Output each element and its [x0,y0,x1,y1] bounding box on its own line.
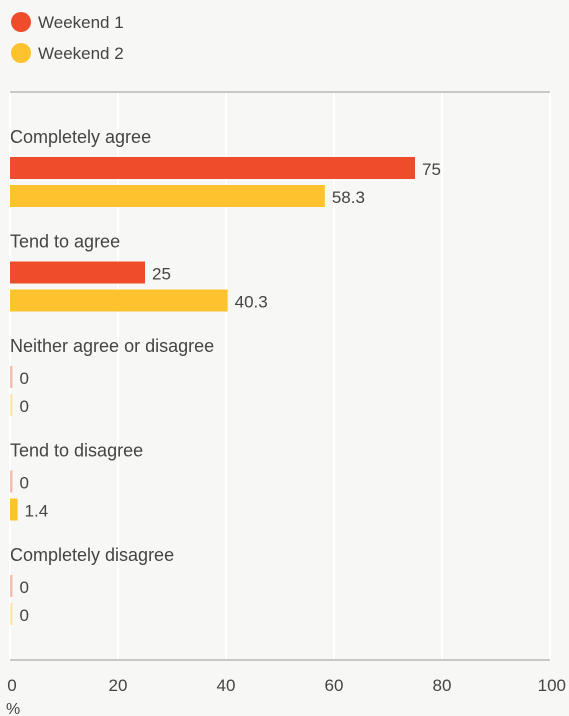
category-label: Completely disagree [10,545,174,565]
bar [10,185,325,207]
legend-label: Weekend 1 [38,13,124,32]
category-label: Tend to disagree [10,441,143,461]
data-label: 1.4 [25,502,49,521]
x-tick-label: 100 [538,676,566,695]
bars: Completely agree 75 58.3 Tend to agree 25 40.… [10,127,441,625]
x-tick-label: 0 [7,676,16,695]
bar [10,575,13,597]
legend-label: Weekend 2 [38,44,124,63]
legend-swatch [11,43,31,63]
data-label: 0 [20,369,29,388]
data-label: 0 [20,474,29,493]
data-label: 58.3 [332,188,365,207]
bar [10,157,415,179]
x-axis-ticks: 0 20 40 60 80 100 [7,676,566,695]
x-tick-label: 20 [109,676,128,695]
data-label: 0 [20,578,29,597]
data-label: 25 [152,265,171,284]
x-tick-label: 40 [217,676,236,695]
bar [10,366,13,388]
data-label: 0 [20,606,29,625]
bar [10,498,18,521]
category-label: Neither agree or disagree [10,336,214,356]
x-tick-label: 80 [433,676,452,695]
x-tick-label: 60 [325,676,344,695]
category-label: Tend to agree [10,232,120,252]
bar [10,603,13,625]
x-axis-unit: % [6,701,20,716]
legend: Weekend 1 Weekend 2 [11,12,124,63]
bar [10,261,145,284]
data-label: 40.3 [235,293,268,312]
bar [10,289,228,312]
bar [10,394,13,416]
data-label: 0 [20,397,29,416]
category-label: Completely agree [10,127,151,147]
bar [10,470,13,493]
data-label: 75 [422,160,441,179]
legend-swatch [11,12,31,32]
